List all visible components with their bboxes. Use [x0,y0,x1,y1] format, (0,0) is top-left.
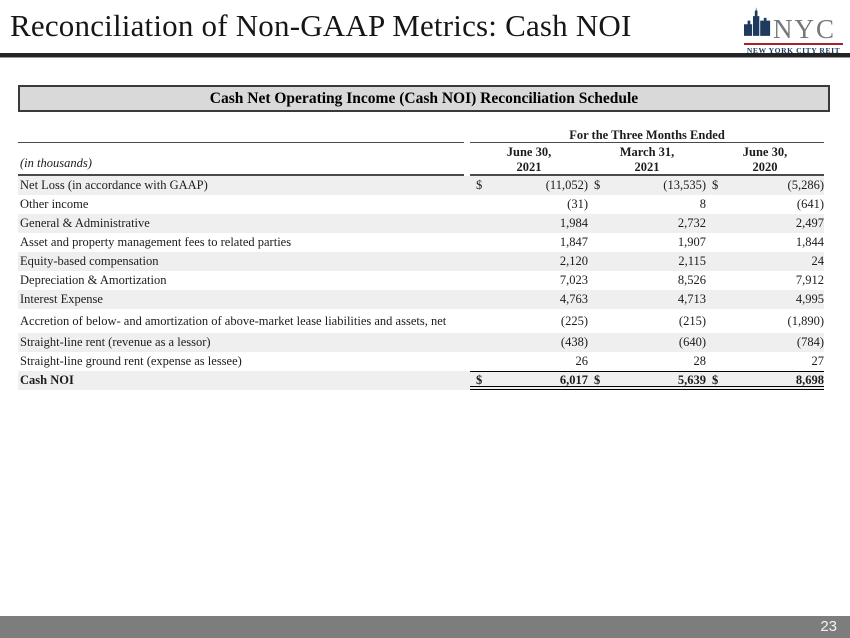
cell-value: 2,732 [677,216,706,230]
cell-value: 8,526 [677,273,706,287]
cell-value: (11,052) [545,178,588,192]
row-label: Accretion of below- and amortization of … [20,313,447,328]
table-row-cash-noi-total: Cash NOI $ 6,017 $ 5,639 $ 8,698 [18,371,824,390]
row-label: Interest Expense [20,292,103,306]
slide-header: Reconciliation of Non-GAAP Metrics: Cash… [0,0,850,58]
schedule-title-bar: Cash Net Operating Income (Cash NOI) Rec… [18,85,830,112]
company-logo: NYC NEW YORK CITY REIT [744,7,843,55]
table-row-interest-expense: Interest Expense 4,763 4,713 4,995 [18,290,824,309]
currency-symbol: $ [476,178,483,192]
cell-value: 1,847 [559,235,588,249]
cell-value: 26 [575,354,589,368]
cell-value: 24 [811,254,825,268]
logo-top-row: NYC [744,7,843,45]
table-row-equity-compensation: Equity-based compensation 2,120 2,115 24 [18,252,824,271]
column-header-line2: 2021 [634,159,660,174]
cell-value: (784) [796,335,824,349]
table-row-depreciation-amortization: Depreciation & Amortization 7,023 8,526 … [18,271,824,290]
currency-symbol: $ [588,371,606,390]
units-note: (in thousands) [18,143,464,176]
column-header-line2: 2020 [752,159,778,174]
cell-value: 1,984 [559,216,588,230]
cell-value: (13,535) [663,178,706,192]
cell-value: 2,497 [795,216,824,230]
header-divider [0,53,850,58]
cell-value: 8,698 [724,371,824,390]
row-label: Other income [20,197,89,211]
schedule-title: Cash Net Operating Income (Cash NOI) Rec… [209,89,639,107]
row-label: Straight-line ground rent (expense as le… [20,354,242,368]
row-label: Equity-based compensation [20,254,159,268]
row-label: Cash NOI [20,373,74,387]
currency-symbol: $ [470,371,488,390]
cell-value: 5,639 [606,371,706,390]
cell-value: 4,995 [795,292,824,306]
cell-value: 27 [811,354,825,368]
column-header-mar-2021: March 31, 2021 [588,143,706,176]
column-header-line1: March 31, [619,145,675,159]
row-label: Depreciation & Amortization [20,273,167,287]
page-footer: 23 [0,616,850,638]
header-label-spacer [18,129,464,143]
cell-value: (1,890) [787,313,824,328]
cell-value: (438) [560,335,588,349]
table-row-straight-line-rent: Straight-line rent (revenue as a lessor)… [18,333,824,352]
cell-value: 4,713 [677,292,706,306]
cell-value: 2,120 [559,254,588,268]
slide-content: Cash Net Operating Income (Cash NOI) Rec… [0,85,850,390]
reconciliation-table: For the Three Months Ended (in thousands… [18,129,824,390]
currency-symbol: $ [706,371,724,390]
row-label: Asset and property management fees to re… [20,235,292,249]
cell-value: 2,115 [678,254,706,268]
cell-value: 28 [693,354,707,368]
table-header-period-row: For the Three Months Ended [18,129,824,143]
nyc-skyline-icon [744,7,771,41]
table-row-general-administrative: General & Administrative 1,984 2,732 2,4… [18,214,824,233]
table-header-dates-row: (in thousands) June 30, 2021 March 31, 2… [18,143,824,176]
cell-value: 4,763 [559,292,588,306]
cell-value: 8 [699,197,706,211]
column-header-line1: June 30, [742,145,788,159]
logo-acronym: NYC [773,14,837,45]
page-title: Reconciliation of Non-GAAP Metrics: Cash… [10,8,632,43]
cell-value: (31) [567,197,588,211]
cell-value: (641) [796,197,824,211]
cell-value: 1,907 [677,235,706,249]
column-header-jun-2021: June 30, 2021 [470,143,588,176]
cell-value: 7,912 [795,273,824,287]
column-header-line1: June 30, [506,145,552,159]
cell-value: 6,017 [488,371,588,390]
cell-value: (640) [678,335,706,349]
table-row-straight-line-ground-rent: Straight-line ground rent (expense as le… [18,352,824,371]
table-row-net-loss: Net Loss (in accordance with GAAP) $ (11… [18,176,824,195]
logo-red-rule [744,43,843,45]
table-row-other-income: Other income (31) 8 (641) [18,195,824,214]
cell-value: (215) [678,313,706,328]
row-label: General & Administrative [20,216,150,230]
column-header-line2: 2021 [516,159,542,174]
cell-value: 7,023 [559,273,588,287]
cell-value: (5,286) [787,178,824,192]
currency-symbol: $ [712,178,719,192]
cell-value: 1,844 [795,235,824,249]
page-number: 23 [820,618,837,635]
table-row-asset-mgmt-fees: Asset and property management fees to re… [18,233,824,252]
column-header-jun-2020: June 30, 2020 [706,143,824,176]
currency-symbol: $ [594,178,601,192]
row-label: Net Loss (in accordance with GAAP) [20,178,208,192]
cell-value: (225) [560,313,588,328]
period-header: For the Three Months Ended [470,129,824,143]
row-label: Straight-line rent (revenue as a lessor) [20,335,211,349]
table-row-accretion: Accretion of below- and amortization of … [18,309,824,333]
logo-subtitle: NEW YORK CITY REIT [746,46,841,55]
